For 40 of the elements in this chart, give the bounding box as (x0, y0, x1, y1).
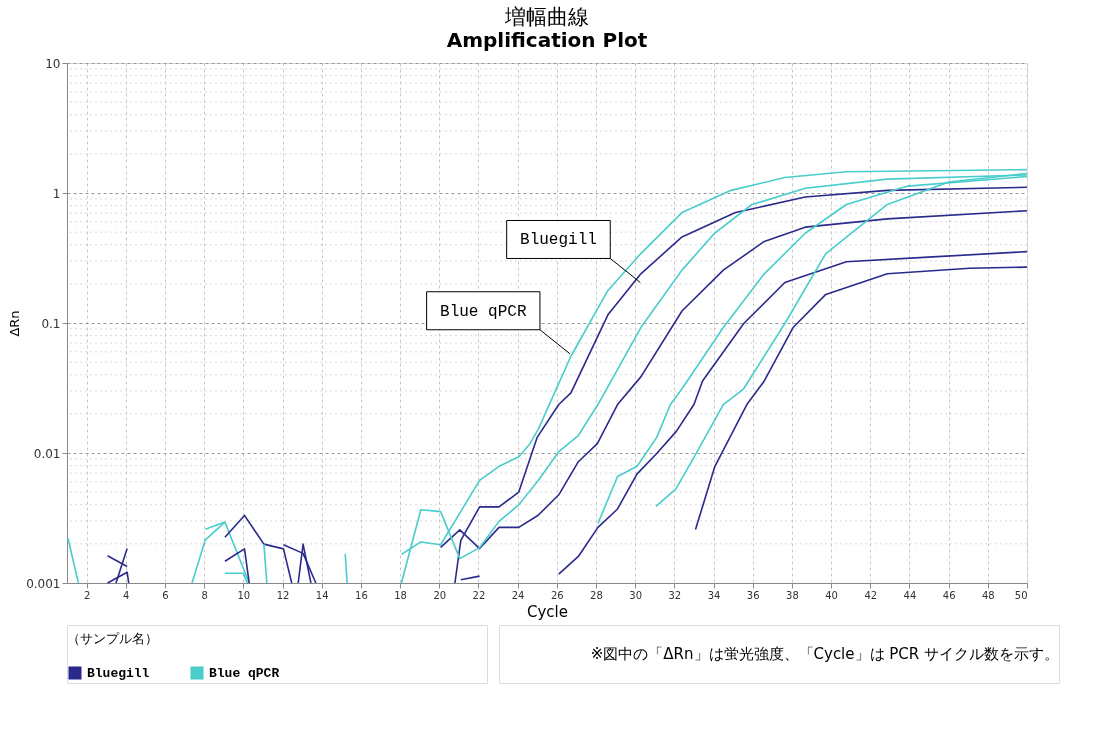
x-tick-label: 18 (394, 589, 407, 601)
y-tick-label: 10 (45, 56, 61, 71)
x-tick-label: 48 (981, 589, 995, 601)
x-tick-label: 20 (433, 589, 447, 601)
x-tick-label: 44 (903, 589, 917, 601)
x-tick-label: 8 (201, 589, 208, 601)
x-tick-label: 32 (668, 589, 682, 601)
x-tick-label: 22 (472, 589, 486, 601)
x-tick-label: 28 (590, 589, 603, 601)
x-tick-label: 40 (825, 589, 838, 601)
x-tick-label: 26 (550, 589, 564, 601)
legend-title: （サンプル名） (67, 631, 158, 646)
x-tick-label: 30 (629, 589, 643, 601)
x-tick-label: 50 (1014, 589, 1028, 601)
legend-label: Bluegill (87, 666, 150, 681)
x-tick-label: 46 (942, 589, 956, 601)
x-tick-label: 6 (162, 589, 169, 601)
y-tick-label: 0.01 (33, 446, 61, 461)
chart-subtitle: Amplification Plot (446, 28, 648, 52)
x-tick-label: 14 (315, 589, 329, 601)
x-tick-label: 12 (276, 589, 290, 601)
y-axis-title: ΔRn (7, 310, 23, 337)
y-tick-label: 0.001 (26, 576, 61, 591)
x-axis-title: Cycle (527, 602, 568, 621)
x-tick-label: 34 (707, 589, 721, 601)
x-tick-label: 16 (355, 589, 368, 601)
x-tick-label: 24 (511, 589, 525, 601)
legend-label: Blue qPCR (209, 666, 280, 681)
x-tick-label: 42 (864, 589, 878, 601)
y-tick-label: 0.1 (41, 316, 61, 331)
x-tick-label: 4 (123, 589, 130, 601)
y-tick-label: 1 (52, 186, 61, 201)
x-tick-label: 2 (83, 589, 91, 601)
x-tick-label: 36 (746, 589, 760, 601)
x-tick-label: 10 (237, 589, 251, 601)
x-tick-label: 38 (786, 589, 799, 601)
chart-title: 増幅曲線 (504, 5, 589, 29)
text: ※図中の「ΔRn」は蛍光強度、「Cycle」は PCR サイクル数を示す。 (590, 645, 1059, 663)
annotation: Blue qPCR (440, 302, 527, 321)
annotation: Bluegill (520, 231, 597, 250)
